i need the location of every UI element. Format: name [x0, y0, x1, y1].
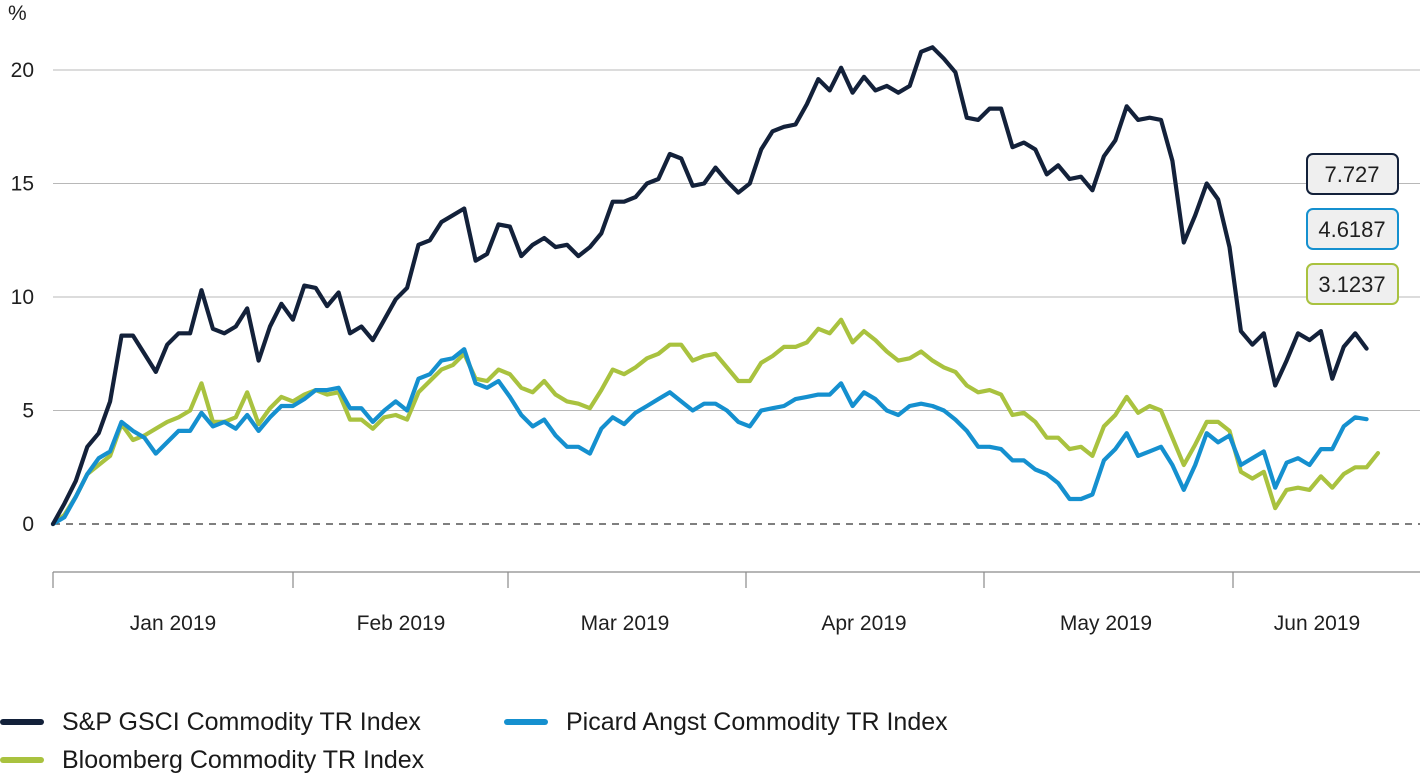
series-line	[50, 347, 1369, 527]
end-label: 3.1237	[1306, 263, 1399, 305]
end-label-text: 4.6187	[1318, 217, 1385, 242]
y-tick-label: 15	[11, 173, 34, 196]
x-axis: Jan 2019 Feb 2019 Mar 2019 Apr 2019 May 2019…	[52, 571, 1420, 635]
end-label-text: 7.727	[1324, 162, 1379, 187]
end-label-box	[1306, 263, 1399, 305]
x-tick-label: May 2019	[1060, 612, 1152, 635]
legend-item-picard-angst: Picard Angst Commodity TR Index	[504, 702, 948, 742]
y-unit-label: %	[8, 2, 27, 25]
series-line	[50, 317, 1381, 527]
x-tick-label: Jan 2019	[130, 612, 216, 635]
legend-label: S&P GSCI Commodity TR Index	[62, 707, 421, 736]
series-lines	[50, 45, 1381, 527]
y-tick-label: 20	[11, 59, 34, 82]
legend-swatch-picard-angst	[504, 719, 548, 725]
legend: S&P GSCI Commodity TR Index Picard Angst…	[0, 700, 1424, 776]
legend-item-bloomberg: Bloomberg Commodity TR Index	[0, 740, 424, 780]
series-line	[50, 45, 1369, 527]
end-label: 4.6187	[1306, 208, 1399, 250]
x-tick-label: Feb 2019	[357, 612, 446, 635]
end-label-text: 3.1237	[1318, 272, 1385, 297]
end-label: 7.727	[1306, 153, 1399, 195]
legend-label: Bloomberg Commodity TR Index	[62, 745, 425, 774]
x-tick-label: Apr 2019	[821, 612, 906, 635]
legend-swatch-sp-gsci	[0, 719, 44, 725]
x-tick-label: Mar 2019	[581, 612, 670, 635]
legend-item-sp-gsci: S&P GSCI Commodity TR Index	[0, 702, 421, 742]
y-tick-label: 0	[22, 513, 34, 536]
gridlines	[53, 69, 1420, 525]
end-label-box	[1306, 208, 1399, 250]
legend-label: Picard Angst Commodity TR Index	[566, 707, 948, 736]
end-value-labels: 7.727 4.6187 3.1237	[1306, 153, 1399, 305]
line-chart: % 0 5 10 15 20 Jan 2019 Feb 2019 Mar 2019 Apr 2…	[8, 2, 1420, 635]
y-axis-ticks: 0 5 10 15 20	[11, 59, 34, 536]
legend-swatch-bloomberg	[0, 757, 44, 763]
y-tick-label: 5	[22, 400, 34, 423]
y-tick-label: 10	[11, 286, 34, 309]
x-tick-label: Jun 2019	[1274, 612, 1360, 635]
end-label-box	[1306, 153, 1399, 195]
